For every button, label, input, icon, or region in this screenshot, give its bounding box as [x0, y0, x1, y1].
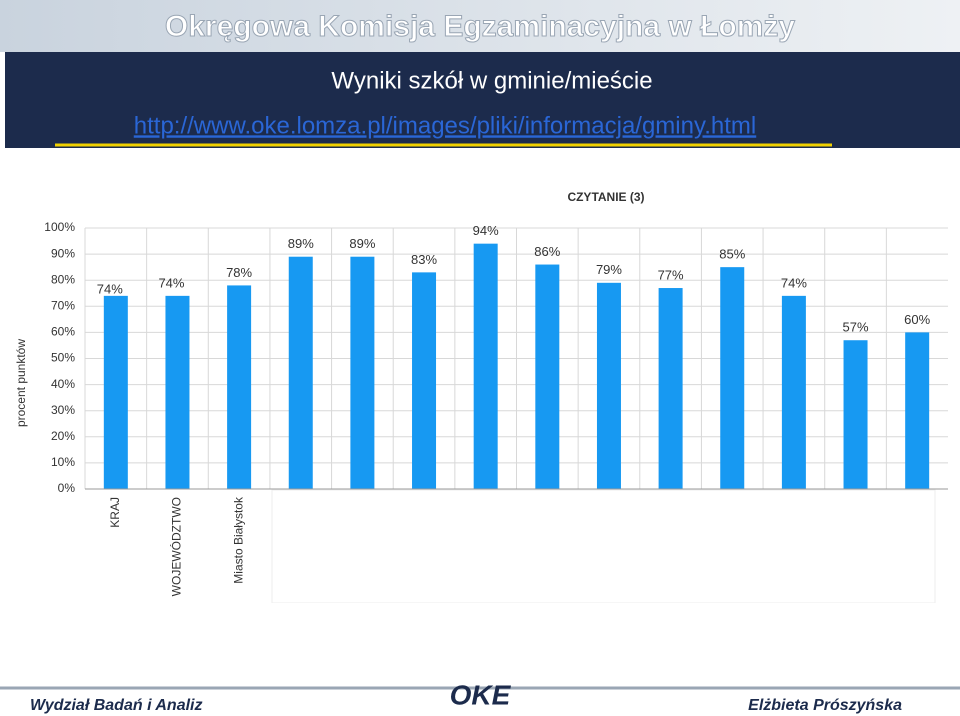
value-label: 74%	[781, 275, 807, 290]
bar	[473, 243, 498, 489]
bar	[596, 282, 621, 489]
bar	[781, 295, 806, 489]
title-bg	[5, 52, 960, 148]
bar	[658, 288, 683, 489]
value-label: 89%	[349, 236, 375, 251]
x-tick-label: Miasto Białystok	[231, 496, 245, 584]
chart-title: CZYTANIE (3)	[567, 190, 644, 204]
y-tick-label: 40%	[51, 377, 75, 391]
value-label: 86%	[534, 244, 560, 259]
value-label: 77%	[658, 267, 684, 282]
x-tick-label: KRAJ	[108, 497, 122, 528]
value-label: 94%	[473, 223, 499, 238]
banner: Okręgowa Komisja Egzaminacyjna w Łomży	[165, 10, 796, 43]
value-label: 60%	[904, 312, 930, 327]
y-axis-label: procent punktów	[14, 339, 28, 427]
y-tick-label: 90%	[51, 246, 75, 260]
y-tick-label: 0%	[58, 481, 76, 495]
bar	[905, 332, 930, 489]
y-tick-label: 70%	[51, 298, 75, 312]
link[interactable]: http://www.oke.lomza.pl/images/pliki/inf…	[134, 112, 756, 139]
y-tick-label: 50%	[51, 351, 75, 365]
value-label: 85%	[719, 247, 745, 262]
value-label: 83%	[411, 252, 437, 267]
value-label: 79%	[596, 262, 622, 277]
bar	[535, 264, 560, 489]
footer-right: Elżbieta Prószyńska	[748, 697, 902, 714]
logo: OKE	[450, 679, 512, 710]
bar	[720, 267, 745, 489]
y-tick-label: 80%	[51, 272, 75, 286]
cover	[271, 489, 936, 603]
bar	[843, 340, 868, 489]
bar	[288, 256, 313, 489]
bar	[227, 285, 252, 489]
y-tick-label: 30%	[51, 403, 75, 417]
chart: CZYTANIE (3) procent punktów 0% 10% 20% 30% 40…	[10, 180, 950, 603]
footer-left: Wydział Badań i Analiz	[30, 697, 202, 714]
value-label: 78%	[226, 265, 252, 280]
banner-bg	[0, 0, 960, 52]
x-tick-label: WOJEWÓDZTWO	[169, 497, 184, 596]
y-tick-label: 100%	[44, 220, 75, 234]
y-tick-label: 60%	[51, 325, 75, 339]
value-label: 89%	[288, 236, 314, 251]
y-tick-label: 10%	[51, 455, 75, 469]
value-label: 74%	[158, 275, 184, 290]
slide-title: Wyniki szkół w gminie/mieście	[331, 67, 652, 94]
bar	[103, 295, 128, 489]
bar	[350, 256, 375, 489]
bar	[412, 272, 437, 489]
y-tick-label: 20%	[51, 429, 75, 443]
value-label: 57%	[843, 320, 869, 335]
value-label: 74%	[97, 281, 123, 296]
bar	[165, 295, 190, 489]
